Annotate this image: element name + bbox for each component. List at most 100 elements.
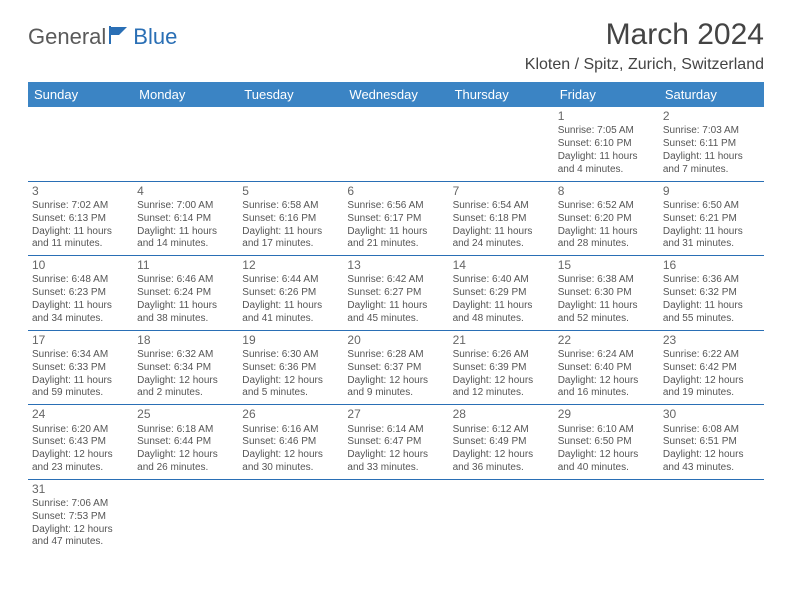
calendar-day: 4Sunrise: 7:00 AMSunset: 6:14 PMDaylight… xyxy=(133,181,238,256)
daylight-line: Daylight: 11 hours and 4 minutes. xyxy=(558,151,655,177)
day-number: 24 xyxy=(32,407,129,422)
sunset-line: Sunset: 6:43 PM xyxy=(32,436,129,449)
day-number: 1 xyxy=(558,109,655,124)
calendar-day xyxy=(343,479,448,553)
calendar-body: 1Sunrise: 7:05 AMSunset: 6:10 PMDaylight… xyxy=(28,107,764,553)
daylight-line: Daylight: 11 hours and 41 minutes. xyxy=(242,300,339,326)
calendar-day xyxy=(449,479,554,553)
day-header: Thursday xyxy=(449,82,554,107)
sunset-line: Sunset: 6:27 PM xyxy=(347,287,444,300)
sunset-line: Sunset: 6:30 PM xyxy=(558,287,655,300)
calendar-week: 3Sunrise: 7:02 AMSunset: 6:13 PMDaylight… xyxy=(28,181,764,256)
day-number: 10 xyxy=(32,258,129,273)
daylight-line: Daylight: 12 hours and 40 minutes. xyxy=(558,449,655,475)
daylight-line: Daylight: 11 hours and 11 minutes. xyxy=(32,226,129,252)
calendar-day xyxy=(449,107,554,181)
sunrise-line: Sunrise: 6:22 AM xyxy=(663,349,760,362)
sunrise-line: Sunrise: 6:40 AM xyxy=(453,274,550,287)
sunset-line: Sunset: 6:39 PM xyxy=(453,362,550,375)
day-number: 12 xyxy=(242,258,339,273)
day-number: 4 xyxy=(137,184,234,199)
day-number: 31 xyxy=(32,482,129,497)
daylight-line: Daylight: 12 hours and 2 minutes. xyxy=(137,375,234,401)
sunset-line: Sunset: 6:17 PM xyxy=(347,213,444,226)
calendar-week: 17Sunrise: 6:34 AMSunset: 6:33 PMDayligh… xyxy=(28,330,764,405)
calendar-day: 21Sunrise: 6:26 AMSunset: 6:39 PMDayligh… xyxy=(449,330,554,405)
calendar-day: 22Sunrise: 6:24 AMSunset: 6:40 PMDayligh… xyxy=(554,330,659,405)
sunset-line: Sunset: 6:36 PM xyxy=(242,362,339,375)
calendar-day: 7Sunrise: 6:54 AMSunset: 6:18 PMDaylight… xyxy=(449,181,554,256)
calendar-day: 9Sunrise: 6:50 AMSunset: 6:21 PMDaylight… xyxy=(659,181,764,256)
daylight-line: Daylight: 12 hours and 36 minutes. xyxy=(453,449,550,475)
day-number: 6 xyxy=(347,184,444,199)
sunset-line: Sunset: 6:16 PM xyxy=(242,213,339,226)
sunrise-line: Sunrise: 6:48 AM xyxy=(32,274,129,287)
daylight-line: Daylight: 11 hours and 55 minutes. xyxy=(663,300,760,326)
sunset-line: Sunset: 6:49 PM xyxy=(453,436,550,449)
daylight-line: Daylight: 11 hours and 52 minutes. xyxy=(558,300,655,326)
daylight-line: Daylight: 12 hours and 23 minutes. xyxy=(32,449,129,475)
sunrise-line: Sunrise: 7:02 AM xyxy=(32,200,129,213)
logo-text-blue: Blue xyxy=(133,24,177,50)
daylight-line: Daylight: 12 hours and 30 minutes. xyxy=(242,449,339,475)
daylight-line: Daylight: 12 hours and 47 minutes. xyxy=(32,524,129,550)
daylight-line: Daylight: 12 hours and 5 minutes. xyxy=(242,375,339,401)
sunrise-line: Sunrise: 7:05 AM xyxy=(558,125,655,138)
sunset-line: Sunset: 6:21 PM xyxy=(663,213,760,226)
sunrise-line: Sunrise: 6:10 AM xyxy=(558,424,655,437)
sunset-line: Sunset: 6:14 PM xyxy=(137,213,234,226)
month-title: March 2024 xyxy=(525,18,764,52)
day-number: 20 xyxy=(347,333,444,348)
calendar-day: 10Sunrise: 6:48 AMSunset: 6:23 PMDayligh… xyxy=(28,256,133,331)
daylight-line: Daylight: 11 hours and 24 minutes. xyxy=(453,226,550,252)
sunrise-line: Sunrise: 6:46 AM xyxy=(137,274,234,287)
sunset-line: Sunset: 6:34 PM xyxy=(137,362,234,375)
sunrise-line: Sunrise: 6:34 AM xyxy=(32,349,129,362)
calendar-day: 8Sunrise: 6:52 AMSunset: 6:20 PMDaylight… xyxy=(554,181,659,256)
calendar-day: 3Sunrise: 7:02 AMSunset: 6:13 PMDaylight… xyxy=(28,181,133,256)
daylight-line: Daylight: 12 hours and 9 minutes. xyxy=(347,375,444,401)
sunset-line: Sunset: 6:29 PM xyxy=(453,287,550,300)
calendar-day xyxy=(133,479,238,553)
sunrise-line: Sunrise: 6:24 AM xyxy=(558,349,655,362)
sunset-line: Sunset: 6:13 PM xyxy=(32,213,129,226)
sunrise-line: Sunrise: 7:00 AM xyxy=(137,200,234,213)
daylight-line: Daylight: 12 hours and 19 minutes. xyxy=(663,375,760,401)
calendar-day: 2Sunrise: 7:03 AMSunset: 6:11 PMDaylight… xyxy=(659,107,764,181)
sunset-line: Sunset: 6:47 PM xyxy=(347,436,444,449)
day-header: Monday xyxy=(133,82,238,107)
day-number: 17 xyxy=(32,333,129,348)
day-number: 28 xyxy=(453,407,550,422)
daylight-line: Daylight: 11 hours and 45 minutes. xyxy=(347,300,444,326)
calendar-day: 13Sunrise: 6:42 AMSunset: 6:27 PMDayligh… xyxy=(343,256,448,331)
calendar-day: 31Sunrise: 7:06 AMSunset: 7:53 PMDayligh… xyxy=(28,479,133,553)
sunrise-line: Sunrise: 6:30 AM xyxy=(242,349,339,362)
daylight-line: Daylight: 11 hours and 14 minutes. xyxy=(137,226,234,252)
sunrise-line: Sunrise: 6:18 AM xyxy=(137,424,234,437)
calendar-day: 27Sunrise: 6:14 AMSunset: 6:47 PMDayligh… xyxy=(343,405,448,480)
daylight-line: Daylight: 11 hours and 28 minutes. xyxy=(558,226,655,252)
day-number: 8 xyxy=(558,184,655,199)
sunrise-line: Sunrise: 6:44 AM xyxy=(242,274,339,287)
calendar-day: 25Sunrise: 6:18 AMSunset: 6:44 PMDayligh… xyxy=(133,405,238,480)
calendar-day: 26Sunrise: 6:16 AMSunset: 6:46 PMDayligh… xyxy=(238,405,343,480)
day-number: 23 xyxy=(663,333,760,348)
calendar-day: 19Sunrise: 6:30 AMSunset: 6:36 PMDayligh… xyxy=(238,330,343,405)
calendar-day: 30Sunrise: 6:08 AMSunset: 6:51 PMDayligh… xyxy=(659,405,764,480)
sunset-line: Sunset: 7:53 PM xyxy=(32,511,129,524)
sunset-line: Sunset: 6:23 PM xyxy=(32,287,129,300)
sunset-line: Sunset: 6:32 PM xyxy=(663,287,760,300)
sunset-line: Sunset: 6:18 PM xyxy=(453,213,550,226)
sunset-line: Sunset: 6:24 PM xyxy=(137,287,234,300)
calendar-day: 11Sunrise: 6:46 AMSunset: 6:24 PMDayligh… xyxy=(133,256,238,331)
daylight-line: Daylight: 12 hours and 33 minutes. xyxy=(347,449,444,475)
calendar-day xyxy=(554,479,659,553)
header: General Blue March 2024 Kloten / Spitz, … xyxy=(28,18,764,74)
day-number: 3 xyxy=(32,184,129,199)
day-number: 21 xyxy=(453,333,550,348)
daylight-line: Daylight: 12 hours and 12 minutes. xyxy=(453,375,550,401)
day-header: Saturday xyxy=(659,82,764,107)
calendar-day: 12Sunrise: 6:44 AMSunset: 6:26 PMDayligh… xyxy=(238,256,343,331)
sunrise-line: Sunrise: 6:20 AM xyxy=(32,424,129,437)
sunrise-line: Sunrise: 7:03 AM xyxy=(663,125,760,138)
